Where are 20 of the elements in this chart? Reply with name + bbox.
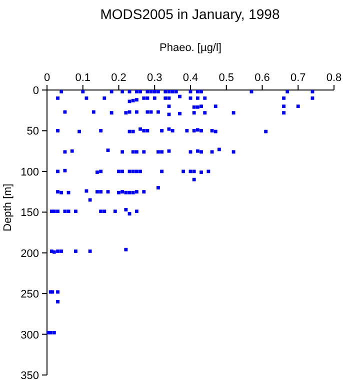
x-tick-label: 0.4: [182, 72, 198, 84]
y-tick-label: 100: [20, 166, 39, 178]
y-tick-label: 0: [32, 85, 39, 97]
x-tick-label: 0.8: [326, 72, 342, 84]
y-tick-label: 50: [26, 126, 39, 138]
x-axis-title: Phaeo. [µg/l]: [160, 42, 222, 54]
x-tick-label: 0.7: [290, 72, 306, 84]
y-tick-label: 150: [20, 207, 39, 220]
x-tick-label: 0.5: [218, 72, 234, 84]
x-tick-label: 0.3: [146, 72, 162, 84]
y-tick-label: 200: [20, 248, 39, 260]
y-axis-title: Depth [m]: [2, 184, 14, 232]
chart-title: MODS2005 in January, 1998: [100, 6, 280, 22]
x-tick-label: 0.2: [111, 72, 126, 84]
y-tick-label: 250: [20, 288, 39, 301]
x-tick-label: 0.6: [254, 72, 270, 84]
x-tick-label: 0: [44, 72, 50, 84]
x-tick-label: 0.1: [75, 72, 91, 84]
y-tick-label: 300: [20, 329, 39, 342]
y-tick-label: 350: [20, 370, 39, 382]
